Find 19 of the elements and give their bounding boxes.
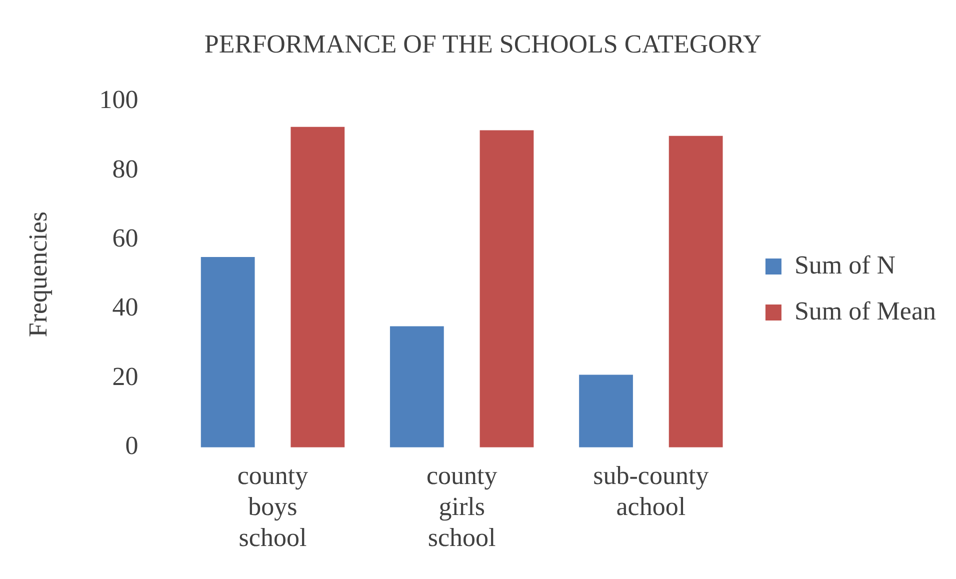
chart-title: PERFORMANCE OF THE SCHOOLS CATEGORY (204, 29, 762, 58)
y-tick-label: 40 (112, 292, 138, 322)
bar (290, 126, 345, 448)
bar (390, 326, 444, 448)
x-tick-label: sub-county achool (593, 460, 709, 522)
x-tick-label: county girls school (426, 460, 498, 552)
y-tick-label: 100 (99, 85, 138, 114)
legend-label: Sum of Mean (794, 296, 936, 326)
bar (200, 256, 255, 448)
bar (579, 374, 633, 448)
legend-label: Sum of N (794, 250, 896, 280)
y-axis-title: Frequencies (23, 211, 52, 338)
bar (480, 130, 534, 448)
y-tick-label: 60 (112, 224, 138, 253)
bar (668, 136, 723, 448)
y-tick-label: 20 (112, 362, 138, 391)
y-tick-label: 0 (125, 431, 138, 460)
y-tick-label: 80 (112, 154, 138, 184)
x-tick-label: county boys school (237, 460, 308, 552)
